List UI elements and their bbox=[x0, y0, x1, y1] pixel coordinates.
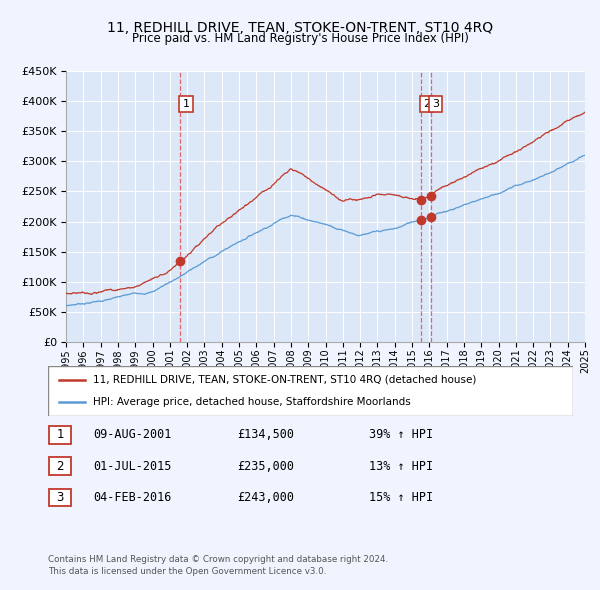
Text: 2: 2 bbox=[423, 99, 430, 109]
Text: £235,000: £235,000 bbox=[237, 460, 294, 473]
Text: 1: 1 bbox=[182, 99, 190, 109]
Text: 13% ↑ HPI: 13% ↑ HPI bbox=[369, 460, 433, 473]
Text: 2: 2 bbox=[56, 460, 64, 473]
Text: 15% ↑ HPI: 15% ↑ HPI bbox=[369, 491, 433, 504]
Text: 39% ↑ HPI: 39% ↑ HPI bbox=[369, 428, 433, 441]
Text: 1: 1 bbox=[56, 428, 64, 441]
Text: 04-FEB-2016: 04-FEB-2016 bbox=[93, 491, 172, 504]
Text: This data is licensed under the Open Government Licence v3.0.: This data is licensed under the Open Gov… bbox=[48, 566, 326, 576]
Text: 3: 3 bbox=[432, 99, 439, 109]
Text: Price paid vs. HM Land Registry's House Price Index (HPI): Price paid vs. HM Land Registry's House … bbox=[131, 32, 469, 45]
Text: £134,500: £134,500 bbox=[237, 428, 294, 441]
Text: 01-JUL-2015: 01-JUL-2015 bbox=[93, 460, 172, 473]
FancyBboxPatch shape bbox=[48, 366, 573, 416]
Text: £243,000: £243,000 bbox=[237, 491, 294, 504]
Text: 11, REDHILL DRIVE, TEAN, STOKE-ON-TRENT, ST10 4RQ: 11, REDHILL DRIVE, TEAN, STOKE-ON-TRENT,… bbox=[107, 21, 493, 35]
Text: 3: 3 bbox=[56, 491, 64, 504]
Text: 09-AUG-2001: 09-AUG-2001 bbox=[93, 428, 172, 441]
Text: 11, REDHILL DRIVE, TEAN, STOKE-ON-TRENT, ST10 4RQ (detached house): 11, REDHILL DRIVE, TEAN, STOKE-ON-TRENT,… bbox=[92, 375, 476, 385]
Text: HPI: Average price, detached house, Staffordshire Moorlands: HPI: Average price, detached house, Staf… bbox=[92, 398, 410, 408]
Text: Contains HM Land Registry data © Crown copyright and database right 2024.: Contains HM Land Registry data © Crown c… bbox=[48, 555, 388, 564]
